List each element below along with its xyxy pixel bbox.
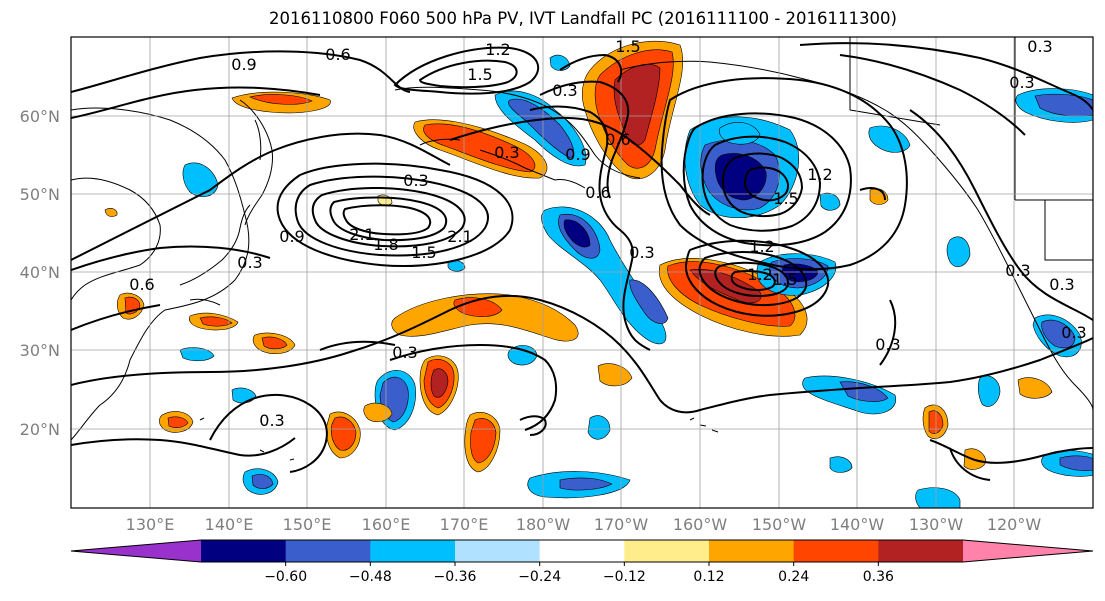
contour-label: 0.3 <box>552 81 577 100</box>
lat-label: 20°N <box>20 420 60 439</box>
lon-label: 130°E <box>126 515 175 534</box>
colorbar-swatch <box>285 540 371 562</box>
colorbar-tick-label: 0.24 <box>778 569 809 585</box>
map-title: 2016110800 F060 500 hPa PV, IVT Landfall… <box>269 9 897 28</box>
contour-label: 1.2 <box>749 237 774 256</box>
contour-label: 0.3 <box>1049 275 1074 294</box>
colorbar-tick-label: 0.36 <box>863 569 894 585</box>
colorbar-extend-min <box>71 540 201 562</box>
pv-contours <box>71 42 1093 481</box>
contour-label: 0.6 <box>585 183 610 202</box>
colorbar-tick-label: −0.36 <box>434 569 477 585</box>
contour-label: 0.3 <box>494 143 519 162</box>
colorbar-tick-label: −0.60 <box>264 569 307 585</box>
contour-label: 0.3 <box>875 335 900 354</box>
lon-label: 170°W <box>594 515 649 534</box>
lat-label: 40°N <box>20 263 60 282</box>
contour-label: 0.9 <box>279 227 304 246</box>
contour-label: 0.9 <box>565 145 590 164</box>
contour-label: 1.8 <box>373 235 398 254</box>
lon-label: 160°W <box>673 515 728 534</box>
colorbar-outline <box>70 539 1094 563</box>
contour-label: 1.2 <box>485 40 510 59</box>
contour-labels: 0.6 1.2 0.9 1.5 1.5 0.3 0.9 0.6 0.3 1.2 … <box>129 37 1086 430</box>
colorbar-swatch <box>455 540 541 562</box>
lat-label: 50°N <box>20 185 60 204</box>
contour-label: 1.5 <box>615 37 640 56</box>
contour-label: 0.3 <box>259 411 284 430</box>
colorbar-swatch <box>624 540 710 562</box>
colorbar-swatch <box>539 540 625 562</box>
contour-label: 0.3 <box>1009 73 1034 92</box>
lat-label: 30°N <box>20 341 60 360</box>
colorbar-swatch <box>201 540 287 562</box>
colorbar-tick-label: 0.12 <box>693 569 724 585</box>
colorbar-tick-label: −0.24 <box>518 569 561 585</box>
colorbar-swatch <box>878 540 964 562</box>
colorbar-tick-label: −0.48 <box>349 569 392 585</box>
contour-label: 2.1 <box>349 225 374 244</box>
contour-label: 0.6 <box>129 275 154 294</box>
contour-label: 0.3 <box>1005 261 1030 280</box>
contour-label: 0.6 <box>325 45 350 64</box>
contour-label: 1.5 <box>773 189 798 208</box>
contour-label: 0.3 <box>1027 37 1052 56</box>
contour-label: 1.2 <box>807 165 832 184</box>
latitude-labels: 60°N 50°N 40°N 30°N 20°N <box>20 107 60 439</box>
colorbar-extend-max <box>963 540 1093 562</box>
colorbar-swatch <box>793 540 879 562</box>
lon-label: 140°E <box>205 515 254 534</box>
colorbar-tick-label: −0.12 <box>603 569 646 585</box>
colorbar-swatch <box>370 540 456 562</box>
colorbar-swatch <box>709 540 795 562</box>
contour-label: 0.3 <box>403 171 428 190</box>
ivt-anomaly-shading <box>104 40 1093 508</box>
lon-label: 180°W <box>516 515 571 534</box>
lon-label: 140°W <box>830 515 885 534</box>
contour-label: 2.1 <box>447 227 472 246</box>
map-frame <box>70 36 1094 509</box>
lon-label: 170°E <box>440 515 489 534</box>
contour-label: 1.5 <box>411 243 436 262</box>
contour-label: 0.6 <box>605 130 630 149</box>
contour-label: 0.3 <box>392 343 417 362</box>
contour-label: 0.3 <box>629 243 654 262</box>
longitude-labels: 130°E 140°E 150°E 160°E 170°E 180°W 170°… <box>126 515 1042 534</box>
lon-label: 150°E <box>283 515 332 534</box>
lon-label: 120°W <box>987 515 1042 534</box>
contour-label: 0.3 <box>1061 323 1086 342</box>
lon-label: 130°W <box>909 515 964 534</box>
map-background <box>71 37 1093 508</box>
contour-label: 0.9 <box>231 55 256 74</box>
lon-label: 150°W <box>752 515 807 534</box>
lat-label: 60°N <box>20 107 60 126</box>
map-content: 0.6 1.2 0.9 1.5 1.5 0.3 0.9 0.6 0.3 1.2 … <box>71 37 1093 508</box>
contour-label: 1.5 <box>467 65 492 84</box>
colorbar: −0.60 −0.48 −0.36 −0.24 −0.12 0.12 0.24 0.36 <box>70 539 1094 585</box>
contour-label: 0.3 <box>237 253 262 272</box>
lon-label: 160°E <box>362 515 411 534</box>
contour-label: 1.2 <box>747 265 772 284</box>
contour-label: 1.5 <box>772 270 797 289</box>
